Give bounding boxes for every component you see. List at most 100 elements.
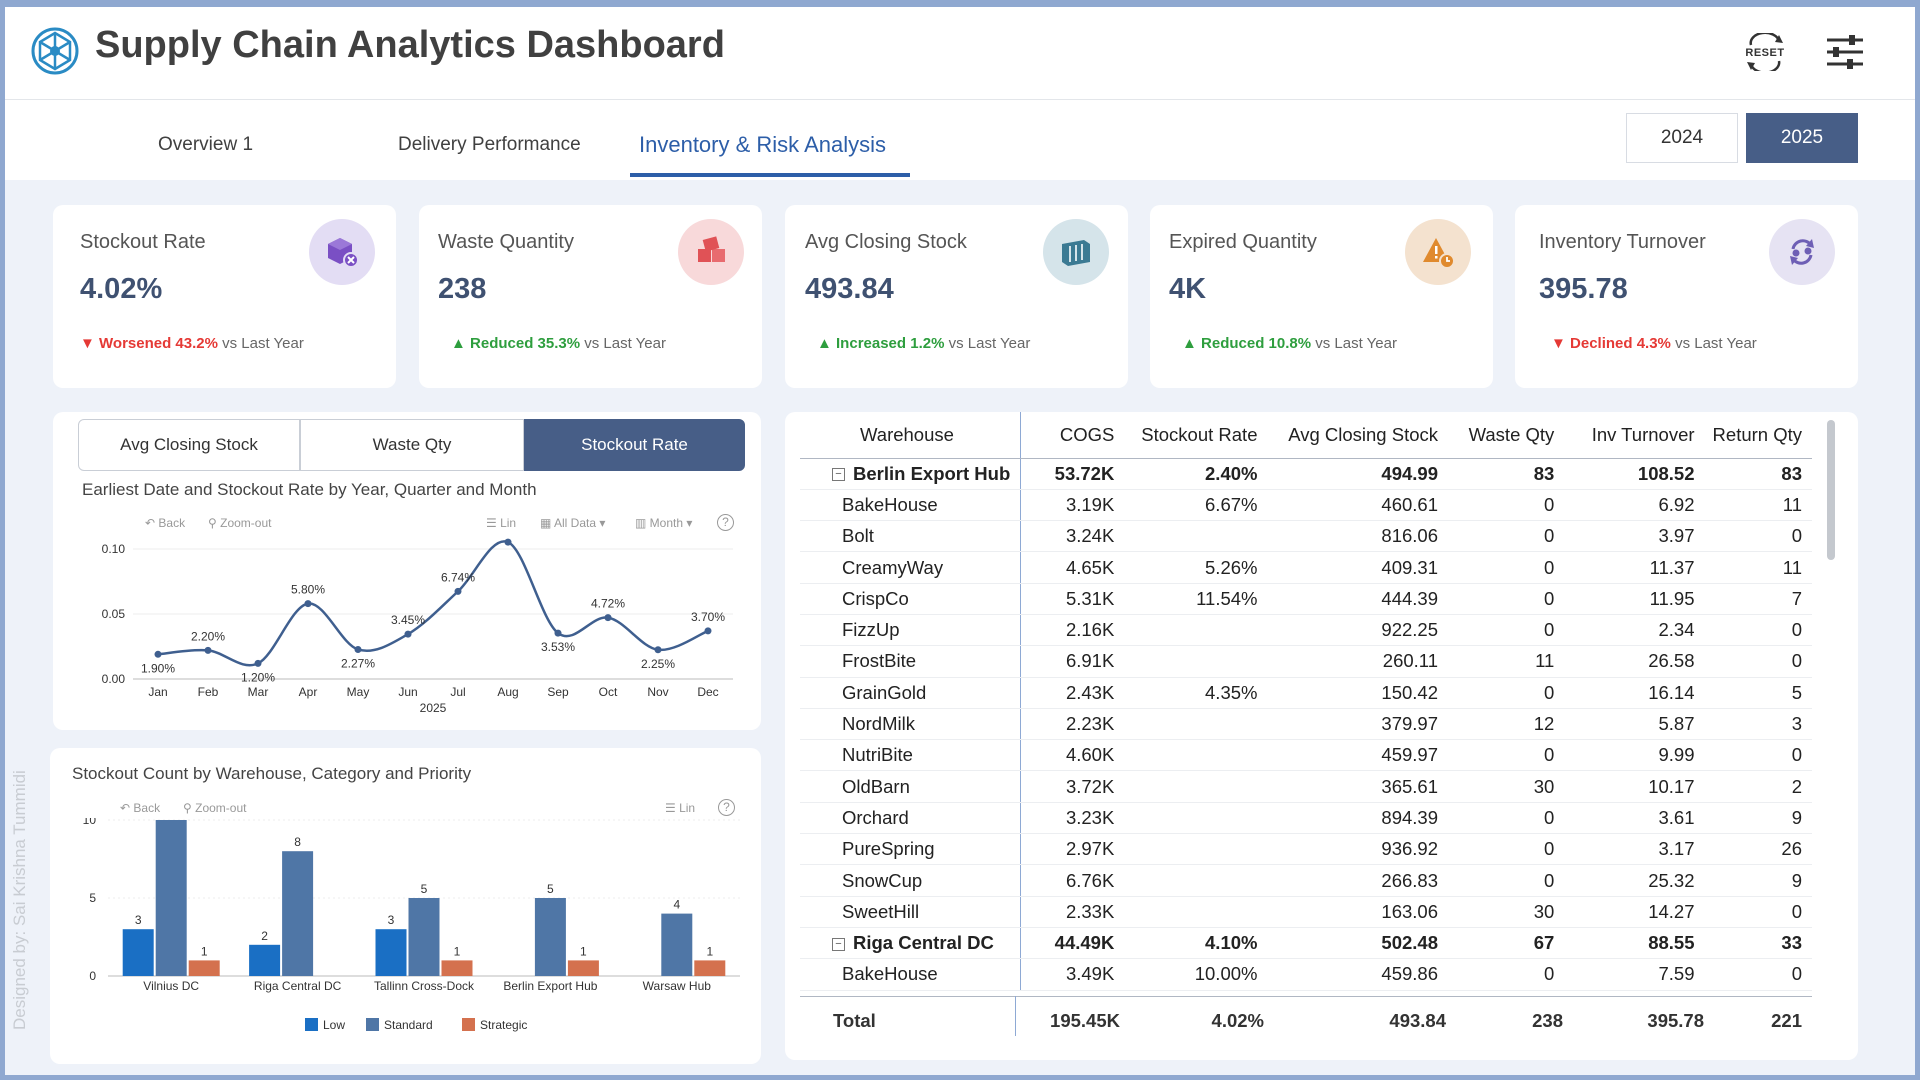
active-tab-indicator xyxy=(630,173,910,177)
table-cell: 2.43K xyxy=(1020,677,1125,709)
year-button-2024[interactable]: 2024 xyxy=(1626,113,1738,163)
col-header-avg-closing-stock[interactable]: Avg Closing Stock xyxy=(1267,412,1449,459)
table-cell: 9 xyxy=(1704,802,1812,835)
table-row[interactable]: CreamyWay 4.65K 5.26% 409.31 0 11.37 11 xyxy=(800,551,1812,584)
table-row[interactable]: Orchard 3.23K 894.39 0 3.61 9 xyxy=(800,802,1812,835)
col-header-stockout-rate[interactable]: Stockout Rate xyxy=(1124,412,1268,459)
table-cell: 9 xyxy=(1704,864,1812,897)
lin-scale-button[interactable]: ☰ Lin xyxy=(665,801,695,815)
warehouse-name: BakeHouse xyxy=(842,963,938,985)
toggle-waste-qty[interactable]: Waste Qty xyxy=(300,419,524,471)
table-row[interactable]: GrainGold 2.43K 4.35% 150.42 0 16.14 5 xyxy=(800,677,1812,709)
table-row[interactable]: FrostBite 6.91K 260.11 11 26.58 0 xyxy=(800,645,1812,678)
col-header-warehouse[interactable]: Warehouse xyxy=(800,412,1022,459)
table-row[interactable]: FizzUp 2.16K 922.25 0 2.34 0 xyxy=(800,614,1812,647)
collapse-toggle-icon[interactable]: − xyxy=(832,468,845,482)
reset-button[interactable]: RESET xyxy=(1740,27,1790,77)
cell-warehouse: PureSpring xyxy=(800,833,1022,866)
table-cell xyxy=(1124,896,1268,928)
col-header-waste-qty[interactable]: Waste Qty xyxy=(1448,412,1565,459)
toggle-stockout-rate[interactable]: Stockout Rate xyxy=(524,419,745,471)
table-cell: 0 xyxy=(1448,739,1565,772)
tab-inventory-risk[interactable]: Inventory & Risk Analysis xyxy=(639,132,886,157)
lin-label: Lin xyxy=(500,516,517,530)
total-label: Total xyxy=(833,1010,876,1031)
table-row[interactable]: SnowCup 6.76K 266.83 0 25.32 9 xyxy=(800,864,1812,897)
col-header-return-qty[interactable]: Return Qty xyxy=(1704,412,1812,459)
x-tick-label: Tallinn Cross-Dock xyxy=(374,979,475,993)
table-cell: 266.83 xyxy=(1267,864,1449,897)
back-button[interactable]: ↶ Back xyxy=(145,516,185,530)
month-granularity-dropdown[interactable]: ▥ Month ▾ xyxy=(635,516,692,530)
table-group-row[interactable]: − Riga Central DC 44.49K 4.10% 502.48 67 88.55… xyxy=(800,927,1812,960)
kpi-value: 493.84 xyxy=(805,273,894,305)
data-label: 6.74% xyxy=(441,570,475,584)
toggle-avg-closing-stock[interactable]: Avg Closing Stock xyxy=(78,419,300,471)
page-title: Supply Chain Analytics Dashboard xyxy=(95,24,725,66)
kpi-change: Worsened 43.2% xyxy=(99,335,218,352)
back-label: Back xyxy=(158,516,186,530)
table-cell: 2.40% xyxy=(1124,458,1268,490)
table-cell: 150.42 xyxy=(1267,677,1449,709)
kpi-card-expired-quantity: Expired Quantity 4K ▲ Reduced 10.8% vs L… xyxy=(1150,205,1493,388)
table-row[interactable]: SweetHill 2.33K 163.06 30 14.27 0 xyxy=(800,896,1812,928)
table-row[interactable]: Bolt 3.24K 816.06 0 3.97 0 xyxy=(800,520,1812,553)
table-cell: 2 xyxy=(1704,770,1812,803)
bar-standard xyxy=(661,913,693,976)
table-cell: 4.35% xyxy=(1124,677,1268,709)
back-button[interactable]: ↶ Back xyxy=(120,801,160,815)
table-scrollbar[interactable] xyxy=(1827,420,1835,560)
y-tick-label: 0.10 xyxy=(102,542,126,556)
cell-warehouse: OldBarn xyxy=(800,770,1022,803)
cell-warehouse: GrainGold xyxy=(800,677,1022,709)
table-cell: 0 xyxy=(1448,551,1565,584)
col-header-inv-turnover[interactable]: Inv Turnover xyxy=(1564,412,1705,459)
table-row[interactable]: CrispCo 5.31K 11.54% 444.39 0 11.95 7 xyxy=(800,583,1812,615)
help-icon[interactable]: ? xyxy=(718,799,735,816)
table-row[interactable]: BakeHouse 3.19K 6.67% 460.61 0 6.92 11 xyxy=(800,489,1812,522)
table-cell: 5.26% xyxy=(1124,551,1268,584)
table-row[interactable]: NordMilk 2.23K 379.97 12 5.87 3 xyxy=(800,708,1812,741)
col-header-cogs[interactable]: COGS xyxy=(1020,412,1125,459)
table-row[interactable]: OldBarn 3.72K 365.61 30 10.17 2 xyxy=(800,770,1812,803)
cell-warehouse: NordMilk xyxy=(800,708,1022,741)
zoom-out-button[interactable]: ⚲ Zoom-out xyxy=(183,801,246,815)
kpi-label: Inventory Turnover xyxy=(1539,231,1706,253)
collapse-toggle-icon[interactable]: − xyxy=(832,937,845,951)
x-tick-label: Jun xyxy=(398,685,417,699)
table-cell: 0 xyxy=(1704,958,1812,991)
all-data-dropdown[interactable]: ▦ All Data ▾ xyxy=(540,516,605,530)
table-row[interactable]: NutriBite 4.60K 459.97 0 9.99 0 xyxy=(800,739,1812,772)
data-point xyxy=(354,645,362,653)
kpi-card-stockout-rate: Stockout Rate 4.02% ▼ Worsened 43.2% vs … xyxy=(53,205,396,388)
x-tick-label: Nov xyxy=(647,685,668,699)
table-cell: 3.49K xyxy=(1020,958,1125,991)
tab-delivery-performance[interactable]: Delivery Performance xyxy=(398,134,581,155)
table-row[interactable]: PureSpring 2.97K 936.92 0 3.17 26 xyxy=(800,833,1812,866)
zoom-label: Zoom-out xyxy=(195,801,247,815)
kpi-label: Avg Closing Stock xyxy=(805,231,967,253)
back-arrow-icon: ↶ xyxy=(120,801,134,815)
lin-scale-button[interactable]: ☰ Lin xyxy=(486,516,516,530)
kpi-value: 4.02% xyxy=(80,273,163,305)
cell-warehouse: Orchard xyxy=(800,802,1022,835)
filter-settings-button[interactable] xyxy=(1820,27,1870,77)
year-button-2025[interactable]: 2025 xyxy=(1746,113,1858,163)
tab-overview[interactable]: Overview 1 xyxy=(158,134,254,155)
cell-warehouse: BakeHouse xyxy=(800,958,1022,991)
bar-strategic xyxy=(694,960,726,976)
kpi-suffix: vs Last Year xyxy=(1675,335,1757,352)
total-cogs: 195.45K xyxy=(1050,1010,1120,1031)
bar-value-label: 5 xyxy=(421,882,428,896)
zoom-out-button[interactable]: ⚲ Zoom-out xyxy=(208,516,271,530)
help-icon[interactable]: ? xyxy=(717,514,734,531)
table-cell: 936.92 xyxy=(1267,833,1449,866)
warehouse-name: SnowCup xyxy=(842,869,923,891)
x-tick-label: Berlin Export Hub xyxy=(503,979,597,993)
table-group-row[interactable]: − Berlin Export Hub 53.72K 2.40% 494.99 83 108… xyxy=(800,458,1812,490)
table-cell: 0 xyxy=(1448,802,1565,835)
kpi-suffix: vs Last Year xyxy=(1315,335,1397,352)
table-row[interactable]: BakeHouse 3.49K 10.00% 459.86 0 7.59 0 xyxy=(800,958,1812,991)
network-logo-icon xyxy=(31,27,79,75)
cell-warehouse: BakeHouse xyxy=(800,489,1022,522)
